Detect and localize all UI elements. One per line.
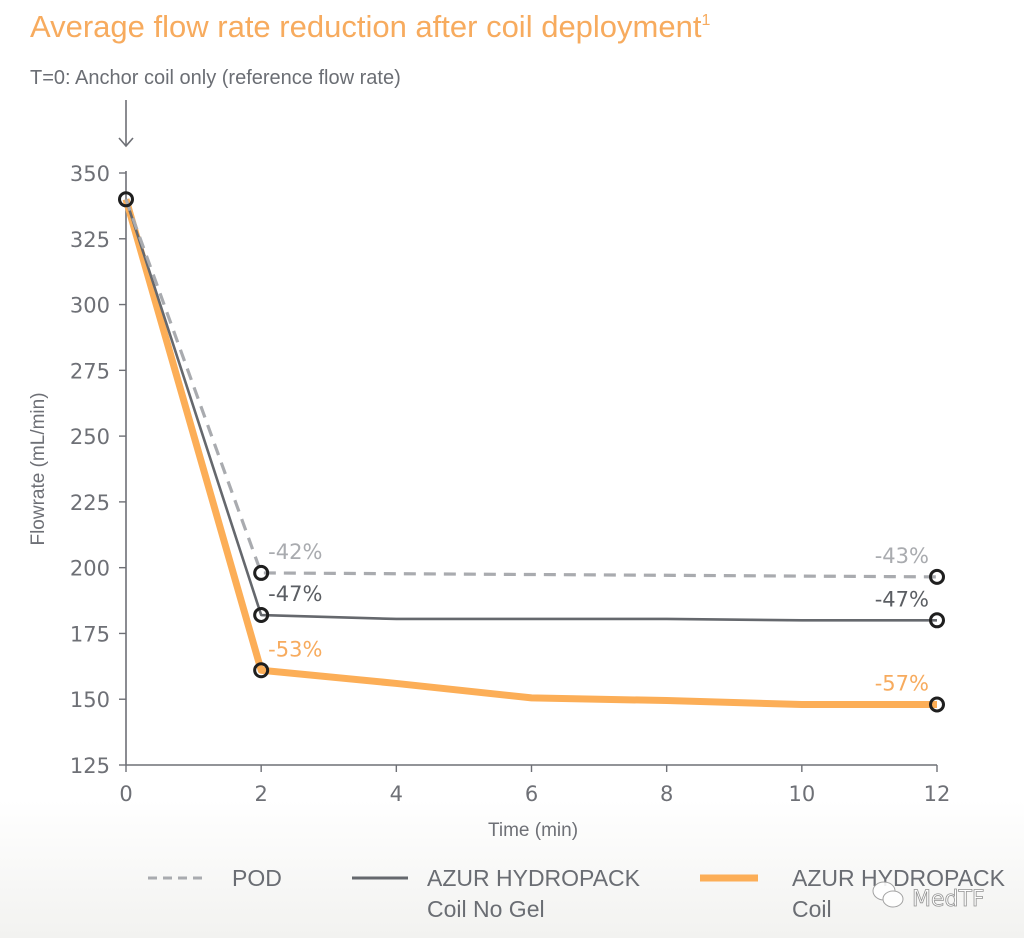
- watermark: MedTF: [872, 881, 985, 912]
- y-tick-label: 150: [70, 688, 110, 712]
- data-point-marker: [929, 696, 945, 713]
- y-tick-label: 125: [70, 754, 110, 778]
- watermark-text: MedTF: [912, 887, 985, 912]
- y-tick-label: 200: [70, 557, 110, 581]
- data-point-marker: [253, 662, 270, 679]
- y-tick-label: 225: [70, 491, 110, 515]
- legend-item: AZUR HYDROPACK Coil No Gel: [352, 865, 641, 922]
- legend-label: Coil No Gel: [427, 896, 545, 922]
- x-tick-label: 12: [924, 782, 951, 806]
- data-label: -47%: [268, 582, 322, 606]
- legend-label: POD: [232, 865, 282, 891]
- data-point-marker: [253, 564, 270, 581]
- legend-label: AZUR HYDROPACK: [792, 865, 1006, 891]
- series-line-azur-hydropack-coil: [122, 198, 937, 708]
- data-label: -42%: [268, 540, 322, 564]
- x-tick-label: 2: [254, 782, 267, 806]
- y-tick-label: 300: [70, 294, 110, 318]
- axes: 125 150 175 200 225 250 275 300 325 350 0 2 4 6 8 10 12: [70, 162, 950, 806]
- x-tick-label: 10: [788, 782, 815, 806]
- data-point-marker: [929, 568, 945, 585]
- x-tick-label: 8: [660, 782, 673, 806]
- down-arrow-icon: [118, 100, 134, 148]
- wechat-icon: [872, 881, 904, 908]
- data-label: -53%: [268, 637, 322, 661]
- legend-item: AZUR HYDROPACK Coil: [700, 865, 1006, 922]
- chart-title: Average flow rate reduction after coil d…: [30, 9, 710, 44]
- x-tick-label: 4: [390, 782, 403, 806]
- data-point-marker: [253, 607, 270, 624]
- annotation-layer: -42% -43% -47% -47% -53% -57%: [268, 540, 929, 696]
- legend-label: Coil: [792, 896, 832, 922]
- series-line-azur-hydropack-coil-no-gel: [124, 198, 937, 622]
- data-label: -47%: [875, 587, 929, 611]
- legend-item: POD: [148, 865, 282, 891]
- data-label: -57%: [875, 671, 929, 695]
- x-tick-label: 6: [525, 782, 538, 806]
- y-tick-label: 250: [70, 425, 110, 449]
- y-tick-label: 175: [70, 622, 110, 646]
- marker-layer: [118, 191, 945, 713]
- chart-subtitle: T=0: Anchor coil only (reference flow ra…: [30, 67, 401, 89]
- data-point-marker: [118, 191, 134, 208]
- y-tick-label: 350: [70, 162, 110, 186]
- legend-label: AZUR HYDROPACK: [427, 865, 641, 891]
- series-layer: [122, 198, 938, 708]
- x-tick-label: 0: [119, 782, 132, 806]
- x-axis-title: Time (min): [488, 820, 578, 841]
- y-tick-label: 325: [70, 228, 110, 252]
- series-line-pod: [124, 198, 938, 579]
- data-label: -43%: [875, 544, 929, 568]
- y-tick-label: 275: [70, 359, 110, 383]
- y-axis-title: Flowrate (mL/min): [28, 392, 49, 545]
- data-point-marker: [929, 612, 945, 629]
